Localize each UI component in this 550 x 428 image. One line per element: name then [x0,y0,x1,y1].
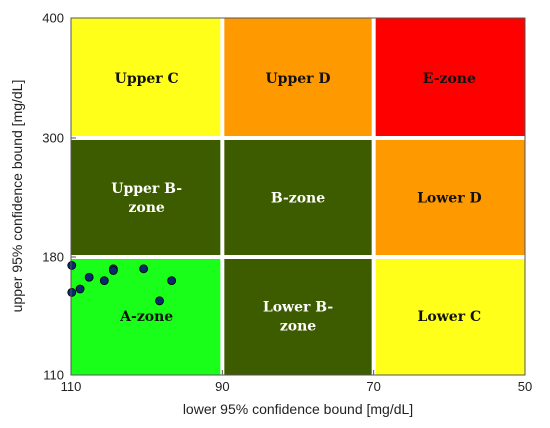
zone-grid-lines [71,18,525,375]
data-point [67,261,77,270]
data-point [84,272,94,282]
data-point [139,264,149,274]
zone-upper-d [222,18,374,138]
x-axis-ticks: 110 90 70 50 [61,370,532,394]
zone-label: Upper C [115,71,179,87]
data-point [75,284,85,294]
data-point [155,296,164,306]
zone-label: B-zone [271,191,325,207]
zone-label: A-zone [119,309,173,325]
zone-labels: Upper C Upper D E-zone Upper B-zone B-zone Lo… [111,71,481,335]
data-points [67,261,177,306]
y-tick-label: 110 [43,368,64,383]
zone-label: Lower C [418,309,482,325]
x-tick-label: 110 [61,379,82,394]
zone-lower-c [373,257,525,375]
x-tick-label: 50 [518,379,532,394]
zone-lower-d [373,138,525,257]
y-axis-label: upper 95% confidence bound [mg/dL] [9,80,25,313]
y-tick-label: 400 [42,11,64,26]
data-point [108,266,118,275]
zone-upper-c [71,18,223,138]
zone-label: Lower D [417,191,482,207]
data-point [67,287,77,297]
x-axis-label: lower 95% confidence bound [mg/dL] [183,401,413,417]
zone-label: Lower B-zone [263,300,333,335]
zones-layer [71,18,525,375]
data-point [99,276,109,286]
x-tick-label: 90 [215,379,229,394]
zone-a-zone [71,257,223,375]
zone-lower-b-zone [222,257,374,375]
y-tick-label: 300 [42,131,64,146]
zone-label: E-zone [423,71,476,87]
zone-e-zone [373,18,525,138]
zone-upper-b-zone [71,138,223,257]
plot-frame [70,17,526,376]
zone-label: Upper B-zone [111,181,182,216]
y-tick-label: 180 [42,250,64,265]
data-point [167,276,177,286]
x-tick-label: 70 [366,379,380,394]
zone-label: Upper D [265,71,330,87]
zone-b-zone [222,138,374,257]
y-axis-ticks: 110 180 300 400 [42,11,76,383]
